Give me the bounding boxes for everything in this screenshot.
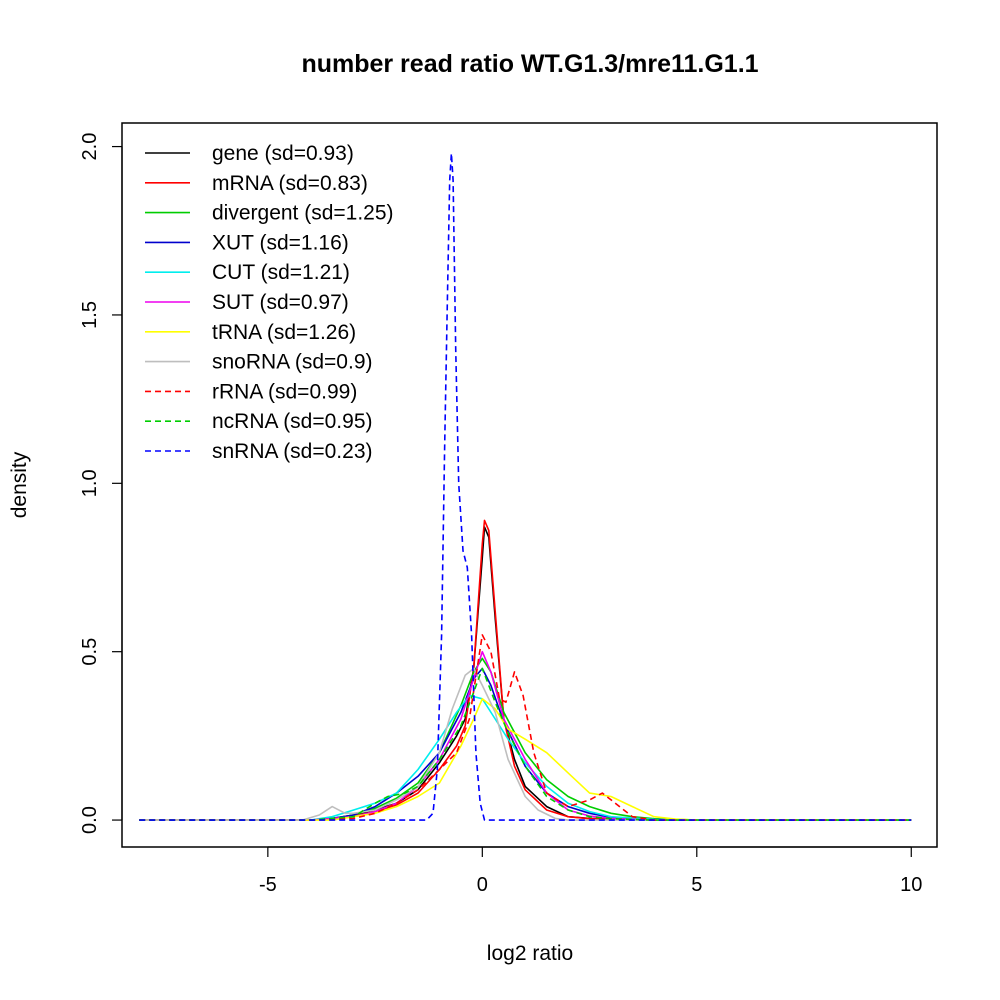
legend-label-5: SUT (sd=0.97) bbox=[212, 291, 349, 314]
legend-label-0: gene (sd=0.93) bbox=[212, 142, 354, 165]
legend-label-4: CUT (sd=1.21) bbox=[212, 261, 350, 284]
legend-label-6: tRNA (sd=1.26) bbox=[212, 321, 356, 344]
series-layer bbox=[139, 152, 912, 821]
series-line-0 bbox=[139, 526, 912, 821]
y-axis-label: density bbox=[8, 451, 31, 518]
series-line-1 bbox=[139, 519, 912, 821]
legend-label-10: snRNA (sd=0.23) bbox=[212, 440, 373, 463]
y-tick-label: 1.0 bbox=[79, 469, 101, 497]
x-tick-label: 10 bbox=[900, 874, 922, 896]
legend-label-2: divergent (sd=1.25) bbox=[212, 202, 394, 225]
y-tick-label: 2.0 bbox=[79, 133, 101, 161]
legend-label-8: rRNA (sd=0.99) bbox=[212, 380, 357, 403]
legend-label-7: snoRNA (sd=0.9) bbox=[212, 351, 373, 374]
x-tick-label: 5 bbox=[691, 874, 702, 896]
series-line-6 bbox=[139, 698, 912, 821]
chart-title: number read ratio WT.G1.3/mre11.G1.1 bbox=[301, 50, 758, 78]
legend-label-1: mRNA (sd=0.83) bbox=[212, 172, 368, 195]
x-axis: -5 0 5 10 bbox=[259, 846, 922, 896]
x-tick-label: -5 bbox=[259, 874, 277, 896]
series-line-8 bbox=[139, 634, 912, 821]
y-tick-label: 0.0 bbox=[79, 806, 101, 834]
x-axis-label: log2 ratio bbox=[487, 942, 573, 965]
y-axis: 0.0 0.5 1.0 1.5 2.0 bbox=[79, 133, 123, 834]
series-line-9 bbox=[139, 667, 912, 821]
x-tick-label: 0 bbox=[477, 874, 488, 896]
legend-label-3: XUT (sd=1.16) bbox=[212, 231, 349, 254]
y-tick-label: 1.5 bbox=[79, 301, 101, 329]
series-line-7 bbox=[139, 667, 912, 821]
legend-label-9: ncRNA (sd=0.95) bbox=[212, 410, 373, 433]
series-line-10 bbox=[139, 152, 912, 821]
y-tick-label: 0.5 bbox=[79, 638, 101, 666]
legend: gene (sd=0.93) mRNA (sd=0.83) divergent (s… bbox=[145, 142, 394, 463]
